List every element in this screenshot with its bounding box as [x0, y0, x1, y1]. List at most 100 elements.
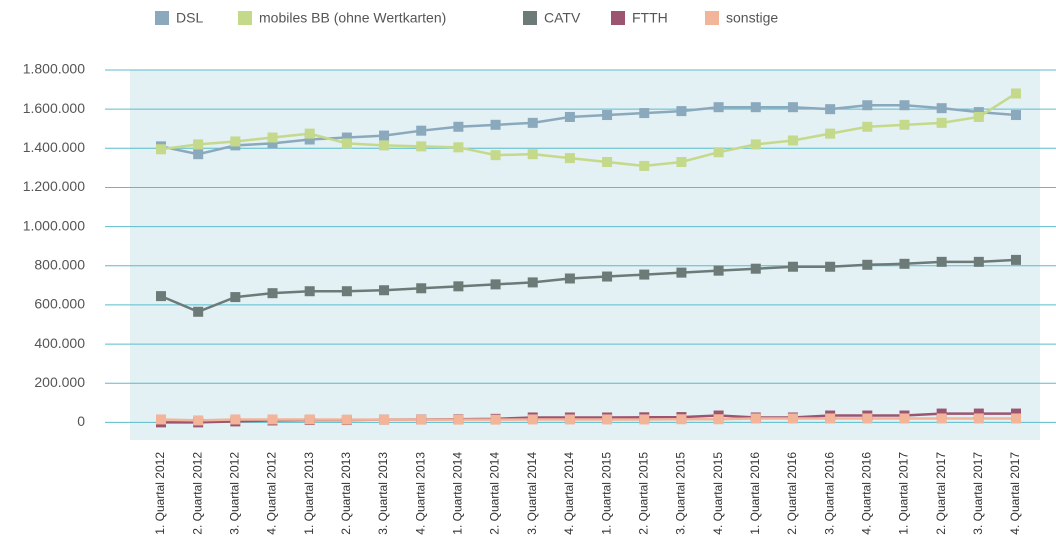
point-marker — [936, 103, 947, 114]
point-marker — [193, 415, 204, 426]
series-line — [160, 92, 1017, 168]
point-marker — [267, 138, 278, 149]
point-marker — [453, 121, 464, 132]
point-marker — [713, 414, 724, 425]
point-marker — [304, 134, 315, 145]
point-marker — [564, 153, 575, 164]
point-marker — [267, 414, 278, 425]
legend-label: CATV — [544, 10, 581, 26]
point-marker — [453, 142, 464, 153]
x-tick-label: 4. Quartal 2017 — [1008, 452, 1022, 535]
point-marker — [787, 102, 798, 113]
legend-item: DSL — [155, 10, 203, 26]
legend-item: FTTH — [611, 10, 668, 26]
point-marker — [230, 292, 241, 303]
point-marker — [750, 102, 761, 113]
legend-item: mobiles BB (ohne Wertkarten) — [238, 10, 446, 26]
legend-item: sonstige — [705, 10, 778, 26]
x-tick-label: 2. Quartal 2014 — [488, 452, 502, 535]
point-marker — [379, 285, 390, 296]
x-tick-label: 4. Quartal 2012 — [265, 452, 279, 535]
point-marker — [490, 119, 501, 130]
point-marker — [639, 108, 650, 119]
point-marker — [787, 261, 798, 272]
x-tick-label: 1. Quartal 2013 — [302, 452, 316, 535]
point-marker — [899, 413, 910, 424]
point-marker — [936, 256, 947, 267]
point-marker — [156, 414, 166, 425]
point-marker — [527, 149, 538, 160]
point-marker — [602, 110, 613, 121]
legend-swatch — [611, 11, 625, 25]
y-tick-label: 1.800.000 — [23, 61, 85, 77]
x-tick-label: 2. Quartal 2012 — [190, 452, 204, 535]
legend-label: sonstige — [726, 10, 778, 26]
point-marker — [639, 414, 650, 425]
y-tick-label: 1.600.000 — [23, 100, 85, 116]
legend-swatch — [155, 11, 169, 25]
point-marker — [936, 413, 947, 424]
legend-item: CATV — [523, 10, 581, 26]
point-marker — [713, 102, 724, 113]
point-marker — [973, 256, 984, 267]
point-marker — [862, 413, 873, 424]
point-marker — [564, 111, 575, 122]
point-marker — [899, 258, 910, 269]
point-marker — [787, 135, 798, 146]
point-marker — [750, 263, 761, 274]
y-tick-label: 400.000 — [34, 335, 85, 351]
point-marker — [825, 128, 836, 139]
x-tick-label: 3. Quartal 2012 — [228, 452, 242, 535]
point-marker — [899, 100, 910, 111]
point-marker — [416, 283, 427, 294]
y-tick-label: 200.000 — [34, 374, 85, 390]
point-marker — [1011, 110, 1021, 121]
point-marker — [1011, 254, 1021, 265]
point-marker — [676, 106, 687, 117]
point-marker — [564, 273, 575, 284]
point-marker — [490, 279, 501, 290]
point-marker — [713, 265, 724, 276]
series-line — [160, 258, 1017, 314]
y-tick-label: 1.200.000 — [23, 178, 85, 194]
point-marker — [527, 414, 538, 425]
x-tick-label: 3. Quartal 2013 — [376, 452, 390, 535]
point-marker — [341, 414, 352, 425]
x-tick-label: 3. Quartal 2017 — [971, 452, 985, 535]
point-marker — [230, 136, 241, 147]
x-tick-label: 1. Quartal 2015 — [599, 452, 613, 535]
point-marker — [379, 414, 390, 425]
point-marker — [825, 104, 836, 115]
point-marker — [899, 119, 910, 130]
point-marker — [862, 100, 873, 111]
x-tick-label: 4. Quartal 2014 — [562, 452, 576, 535]
point-marker — [1011, 413, 1021, 424]
point-marker — [936, 117, 947, 128]
x-tick-label: 1. Quartal 2012 — [153, 452, 167, 535]
point-marker — [787, 413, 798, 424]
legend-label: FTTH — [632, 10, 668, 26]
point-marker — [527, 277, 538, 288]
point-marker — [602, 271, 613, 282]
x-tick-label: 4. Quartal 2015 — [711, 452, 725, 535]
point-marker — [230, 414, 241, 425]
point-marker — [1011, 88, 1021, 99]
point-marker — [750, 413, 761, 424]
point-marker — [676, 414, 687, 425]
point-marker — [416, 141, 427, 152]
x-tick-label: 3. Quartal 2015 — [674, 452, 688, 535]
point-marker — [267, 288, 278, 299]
y-tick-label: 1.400.000 — [23, 139, 85, 155]
series-line — [160, 103, 1017, 156]
point-marker — [453, 414, 464, 425]
point-marker — [193, 306, 204, 317]
x-tick-label: 2. Quartal 2015 — [636, 452, 650, 535]
y-tick-label: 0 — [77, 413, 85, 429]
legend-swatch — [705, 11, 719, 25]
point-marker — [379, 140, 390, 151]
point-marker — [193, 139, 204, 150]
point-marker — [416, 125, 427, 136]
point-marker — [156, 291, 166, 302]
x-tick-label: 2. Quartal 2016 — [785, 452, 799, 535]
